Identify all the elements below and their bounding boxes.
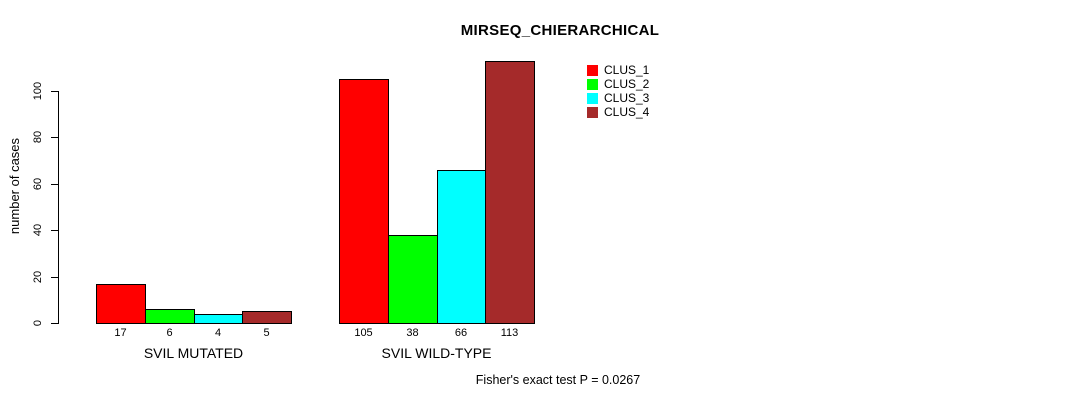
bar-clus_3 — [194, 314, 243, 324]
bar-clus_1 — [96, 284, 146, 324]
y-axis-tick-label: 100 — [31, 81, 44, 101]
x-category-label: SVIL MUTATED — [143, 345, 244, 361]
legend-color-swatch — [587, 64, 598, 76]
legend-color-swatch — [587, 106, 598, 118]
bar-value-label: 38 — [406, 327, 419, 339]
y-axis-line — [58, 91, 59, 324]
bar-clus_1 — [339, 79, 389, 324]
y-axis-tick-label: 0 — [31, 319, 44, 327]
y-axis-tick-label: 20 — [31, 270, 44, 284]
bar-value-label: 5 — [263, 327, 270, 339]
bar-clus_2 — [388, 235, 438, 324]
bar-value-label: 66 — [454, 327, 468, 339]
y-axis-tick — [51, 137, 58, 138]
legend-label: CLUS_3 — [604, 91, 650, 105]
legend-color-swatch — [587, 78, 598, 90]
bar-clus_2 — [145, 309, 195, 324]
legend-color-swatch — [587, 92, 598, 104]
bar-value-label: 17 — [114, 327, 127, 339]
bar-value-label: 105 — [354, 327, 373, 339]
bar-clus_4 — [485, 61, 535, 324]
bar-clus_3 — [437, 170, 486, 324]
y-axis-tick — [51, 91, 58, 92]
fisher-test-annotation: Fisher's exact test P = 0.0267 — [475, 373, 641, 387]
y-axis-tick — [51, 184, 58, 185]
x-category-label: SVIL WILD-TYPE — [381, 345, 492, 361]
y-axis-tick-label: 40 — [31, 223, 44, 237]
bar-value-label: 113 — [500, 327, 519, 339]
legend-label: CLUS_2 — [604, 77, 650, 91]
legend-item: CLUS_4 — [587, 106, 649, 118]
bar-clus_4 — [242, 311, 292, 324]
legend-item: CLUS_3 — [587, 92, 649, 104]
legend-label: CLUS_1 — [604, 63, 650, 77]
chart-title: MIRSEQ_CHIERARCHICAL — [460, 22, 660, 39]
y-axis-tick — [51, 323, 58, 324]
legend: CLUS_1 CLUS_2 CLUS_3 CLUS_4 — [587, 64, 649, 118]
bar-value-label: 4 — [214, 327, 222, 339]
y-axis-title: number of cases — [6, 137, 22, 235]
legend-item: CLUS_1 — [587, 64, 649, 76]
y-axis-tick-label: 80 — [31, 130, 44, 144]
y-axis-tick-label: 60 — [31, 177, 44, 191]
y-axis-tick — [51, 277, 58, 278]
bar-value-label: 6 — [166, 327, 173, 339]
legend-label: CLUS_4 — [604, 105, 650, 119]
legend-item: CLUS_2 — [587, 78, 649, 90]
y-axis-tick — [51, 230, 58, 231]
